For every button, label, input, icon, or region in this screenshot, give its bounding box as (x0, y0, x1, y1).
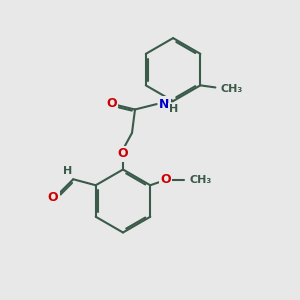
Text: O: O (106, 97, 117, 110)
Text: H: H (63, 166, 72, 176)
Text: CH₃: CH₃ (220, 84, 243, 94)
Text: CH₃: CH₃ (190, 175, 212, 185)
Text: O: O (160, 173, 171, 186)
Text: O: O (118, 147, 128, 161)
Text: N: N (159, 98, 169, 111)
Text: H: H (169, 104, 179, 115)
Text: O: O (48, 191, 58, 204)
